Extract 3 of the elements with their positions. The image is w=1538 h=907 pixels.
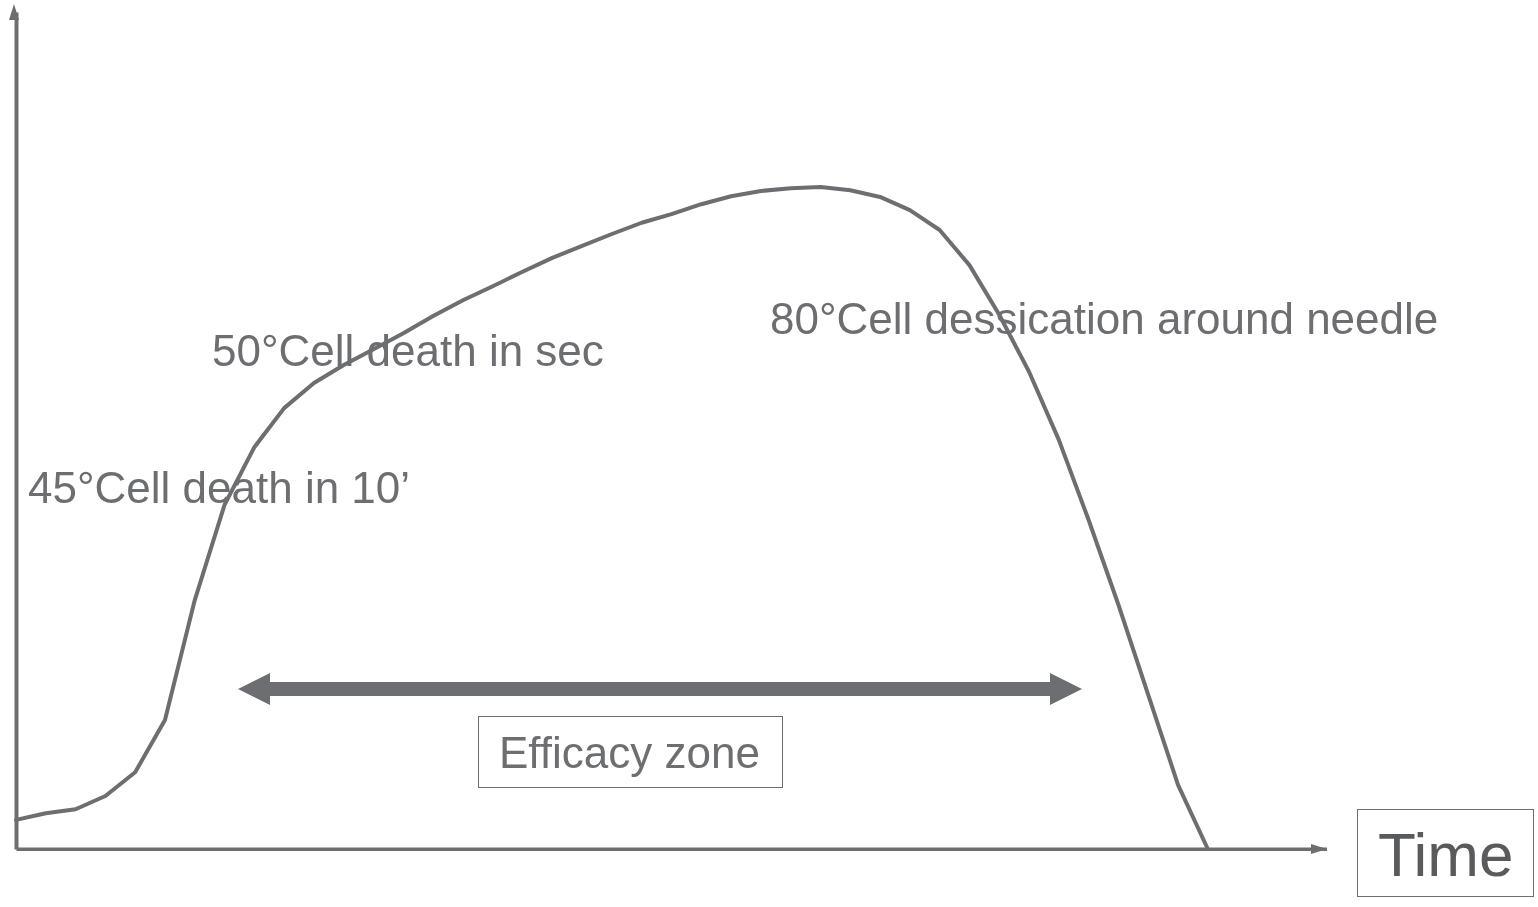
x-axis-title: Time — [1357, 809, 1535, 897]
annotation: 50°Cell death in sec — [212, 326, 604, 375]
annotation: Efficacy zone — [478, 716, 783, 788]
